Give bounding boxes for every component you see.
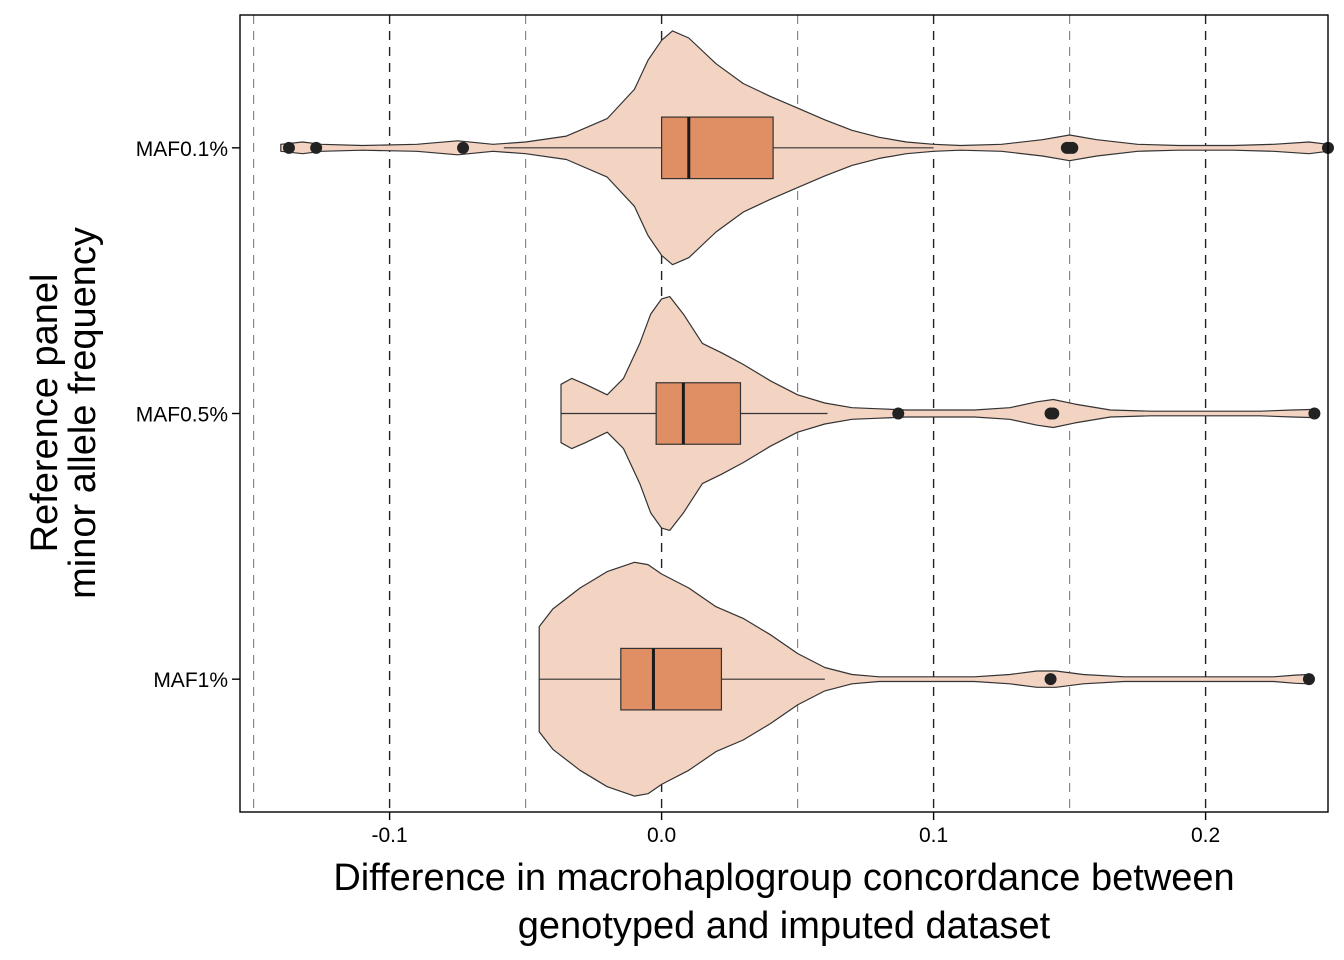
outlier-point [892, 407, 905, 420]
outlier-point [282, 141, 295, 154]
x-tick-label: 0.1 [919, 824, 948, 847]
outlier-point [1308, 407, 1321, 420]
outlier-point [1066, 141, 1079, 154]
x-axis-title-line-1: Difference in macrohaplogroup concordanc… [333, 857, 1234, 899]
outlier-point [457, 141, 470, 154]
violin-group [280, 30, 1334, 266]
box [655, 382, 742, 445]
y-tick-label: MAF1% [153, 669, 228, 692]
outlier-point [310, 141, 323, 154]
y-axis-title-line-2: minor allele frequency [62, 227, 104, 599]
outlier-point [1044, 673, 1057, 686]
x-tick-label: 0.0 [647, 824, 676, 847]
box [660, 116, 774, 180]
y-axis-title-line-1: Reference panel [24, 274, 66, 553]
x-tick-label: 0.2 [1191, 824, 1220, 847]
x-tick-label: -0.1 [372, 824, 408, 847]
x-axis: -0.1 0.0 0.1 0.2 [372, 812, 1220, 847]
outlier-point [1047, 407, 1060, 420]
outlier-point [1302, 673, 1315, 686]
violin-groups [280, 30, 1334, 797]
violin-group [560, 296, 1321, 531]
y-axis: MAF0.1% MAF0.5% MAF1% [136, 138, 240, 692]
y-tick-label: MAF0.5% [136, 404, 228, 427]
x-axis-title-line-2: genotyped and imputed dataset [518, 905, 1051, 947]
box [620, 647, 723, 711]
y-tick-label: MAF0.1% [136, 138, 228, 161]
violin-group [538, 561, 1315, 797]
